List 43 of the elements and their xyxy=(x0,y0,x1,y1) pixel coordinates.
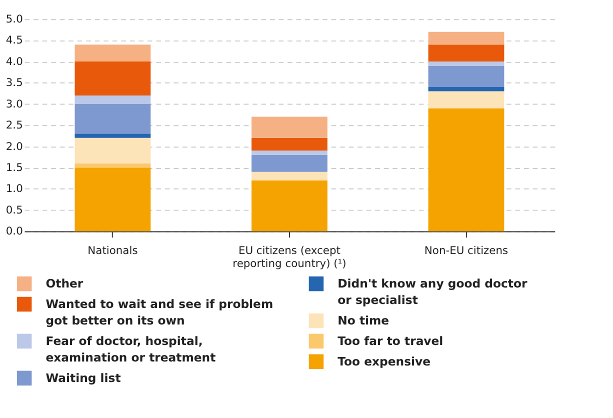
bar xyxy=(74,134,151,138)
legend-label: Fear of doctor, hospital, examination or treatment xyxy=(46,334,216,365)
bar xyxy=(74,62,151,96)
bar xyxy=(428,66,504,88)
legend-label: No time xyxy=(338,314,390,328)
bar xyxy=(252,172,328,180)
bar xyxy=(74,163,151,168)
legend-label: Waiting list xyxy=(46,371,122,386)
y-tick-label: 3.0 xyxy=(6,97,24,110)
bar xyxy=(74,104,151,134)
legend-label: Didn't know any good doctor or specialist xyxy=(338,276,528,308)
bar xyxy=(74,95,151,104)
bar xyxy=(74,168,151,232)
y-tick-label: 4.5 xyxy=(6,34,23,47)
legend-label: Other xyxy=(46,276,84,291)
x-tick-label: Non-EU citizens xyxy=(424,244,508,258)
y-tick-label: 1.5 xyxy=(6,161,23,174)
legend-label: Too expensive xyxy=(338,354,431,369)
y-tick-label: 5.0 xyxy=(6,12,24,26)
bar xyxy=(428,87,504,92)
bar xyxy=(252,116,328,138)
y-tick-label: 2.0 xyxy=(6,140,24,153)
y-tick-label: 4.0 xyxy=(6,54,24,68)
bar xyxy=(428,108,504,232)
legend-label: Wanted to wait and see if problem got better on its own xyxy=(46,297,274,328)
bar xyxy=(428,91,504,108)
bar xyxy=(252,180,328,232)
y-tick-label: 0.5 xyxy=(6,203,23,216)
y-tick-label: 3.5 xyxy=(6,76,23,90)
bar xyxy=(428,62,504,66)
bar xyxy=(252,138,328,151)
y-tick-label: 0.0 xyxy=(6,224,24,238)
bar xyxy=(74,44,151,62)
bar xyxy=(428,44,504,62)
y-tick-label: 1.0 xyxy=(6,182,24,196)
bar xyxy=(74,138,151,164)
y-tick-label: 2.5 xyxy=(6,118,23,132)
x-tick-label: Nationals xyxy=(88,244,138,258)
x-tick-label: EU citizens (except reporting country) (¹) xyxy=(232,244,346,270)
bar xyxy=(252,150,328,155)
bar xyxy=(252,154,328,172)
bar xyxy=(428,32,504,45)
legend-label: Too far to travel xyxy=(338,334,444,348)
